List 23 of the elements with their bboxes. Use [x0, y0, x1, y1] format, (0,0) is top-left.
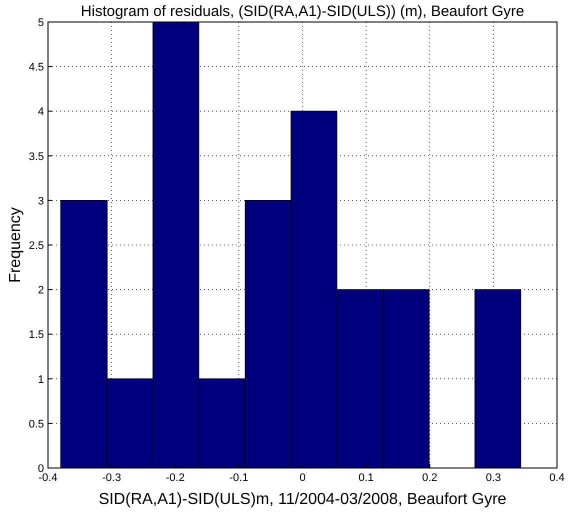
x-tick-label: -0.3: [102, 472, 122, 484]
y-tick-label: 4.5: [28, 62, 44, 74]
y-tick-label: 2.5: [28, 240, 44, 252]
x-tick-label: 0.1: [358, 472, 374, 484]
x-tick-label: 0: [299, 472, 306, 484]
x-tick-label: 0.4: [549, 472, 565, 484]
y-tick-label: 0.5: [28, 418, 44, 430]
chart-title: Histogram of residuals, (SID(RA,A1)-SID(ULS)) (m), Beaufort Gyre: [80, 3, 524, 20]
x-tick-label: -0.1: [229, 472, 248, 484]
x-tick-label: -0.2: [166, 472, 185, 484]
y-tick-label: 1: [38, 374, 44, 386]
y-tick-label: 3.5: [28, 150, 44, 163]
y-tick-label: 0: [38, 463, 44, 475]
y-tick-label: 3: [38, 195, 44, 208]
y-tick-label: 1.5: [28, 329, 44, 342]
y-tick-label: 2: [38, 284, 44, 297]
x-tick-label: 0.2: [422, 472, 438, 484]
x-tick-label: -0.4: [38, 472, 58, 484]
x-tick-label: 0.3: [486, 472, 502, 484]
y-axis-title: Frequency: [7, 207, 24, 283]
x-axis-title: SID(RA,A1)-SID(ULS)m, 11/2004-03/2008, Beaufort Gyre: [98, 491, 507, 508]
y-tick-label: 5: [38, 17, 44, 29]
y-tick-label: 4: [38, 106, 44, 118]
